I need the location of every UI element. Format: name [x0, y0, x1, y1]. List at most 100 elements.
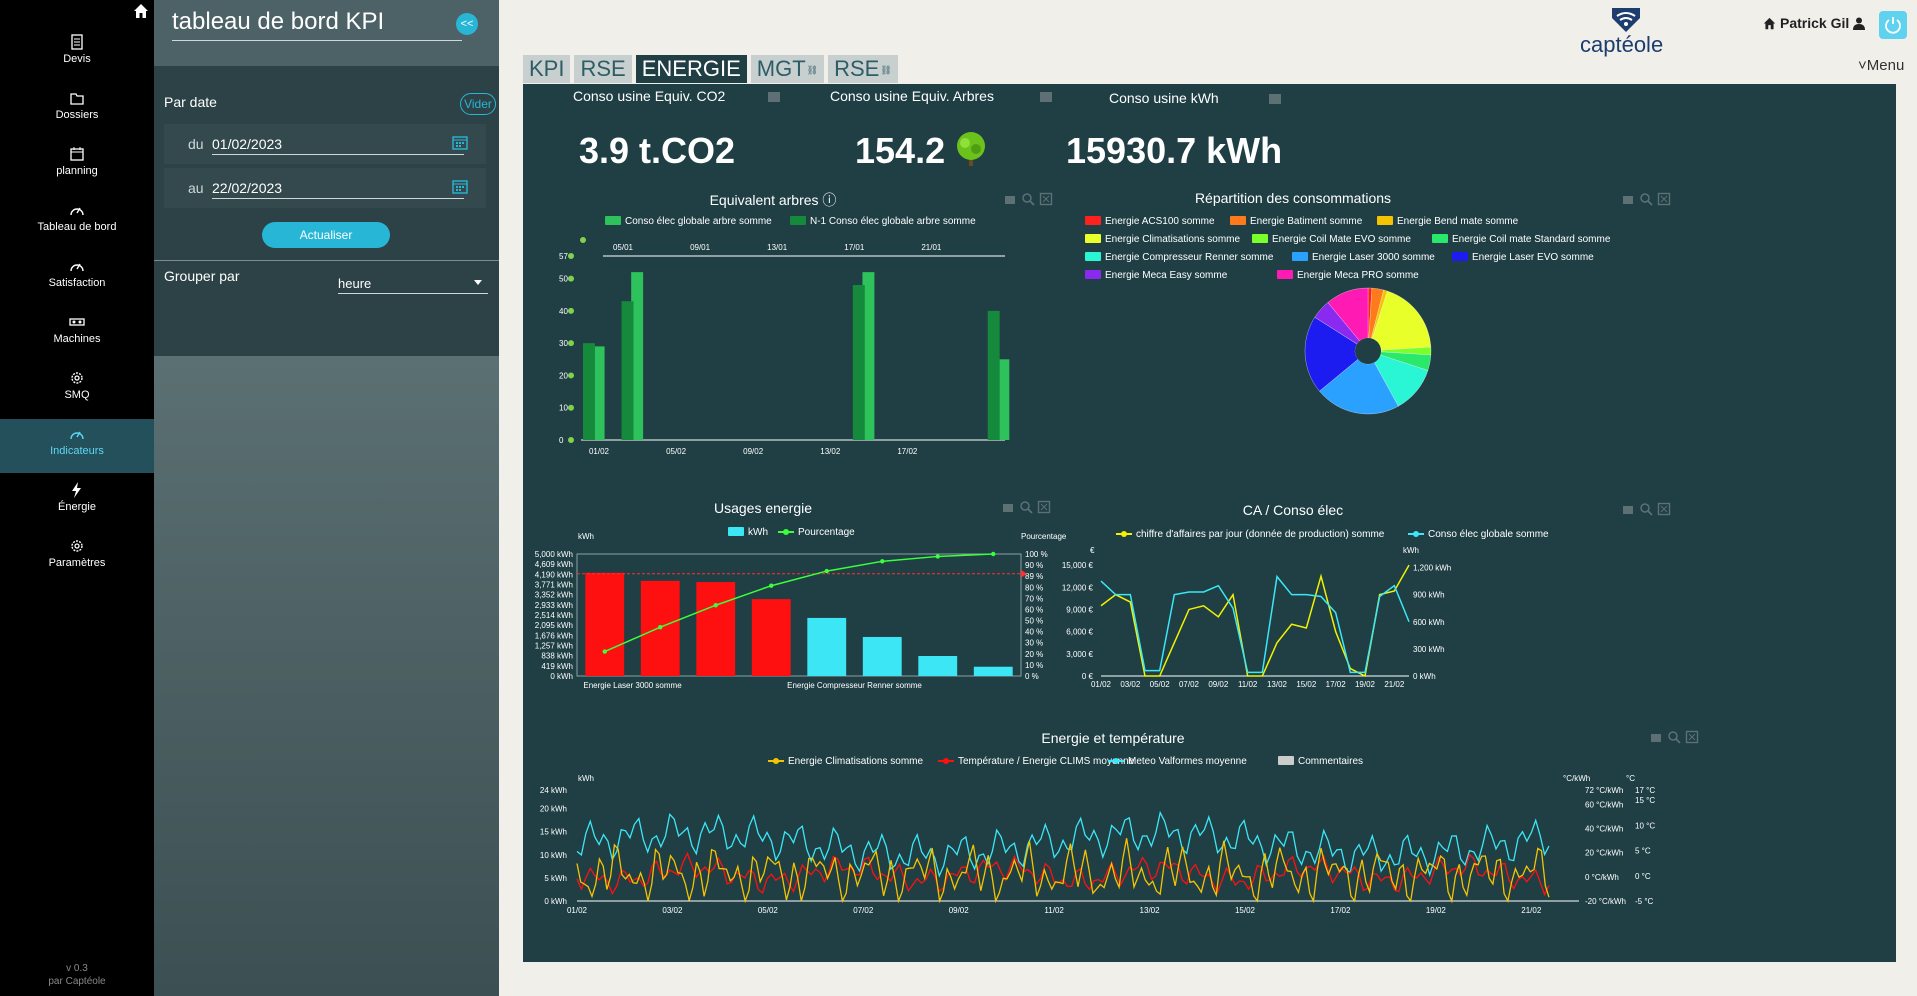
fullscreen-icon[interactable] [1039, 192, 1053, 206]
tab-label: KPI [529, 56, 565, 81]
pie-legend-label: Energie Batiment somme [1250, 216, 1363, 227]
calendar-icon[interactable] [452, 134, 468, 150]
nav-item-smq[interactable]: SMQ [0, 363, 154, 417]
temp-legend-label: Energie Climatisations somme [788, 756, 923, 767]
zoom-icon[interactable] [1639, 502, 1653, 516]
kpi-value-kwh: 15930.7 kWh [1066, 130, 1283, 171]
nav-item-tableau-de-bord[interactable]: Tableau de bord [0, 195, 154, 249]
nav-item-label: Tableau de bord [37, 221, 117, 233]
user-menu[interactable]: Patrick Gil [1763, 15, 1866, 31]
usages-bar [862, 636, 902, 676]
temp-y-tick: 10 kWh [540, 851, 567, 860]
folder-icon [70, 93, 84, 105]
collapse-panel-button[interactable]: << [456, 13, 478, 35]
temp-x-tick: 19/02 [1426, 906, 1447, 915]
menu-link[interactable]: ˅Menu [1858, 57, 1905, 74]
trees-bar [997, 359, 1010, 440]
panel-title: tableau de bord KPI [172, 8, 385, 35]
refresh-button[interactable]: Actualiser [262, 222, 390, 248]
date-from-input[interactable]: 01/02/2023 [212, 136, 464, 155]
kpi-title-kwh: Conso usine kWh [1109, 90, 1219, 106]
group-by-select[interactable]: heure [338, 276, 488, 294]
home-icon[interactable] [133, 3, 149, 19]
tab-rse-2[interactable]: RSE⛓ [828, 55, 898, 83]
export-icon[interactable] [1269, 94, 1281, 104]
pie-legend-swatch [1452, 252, 1468, 261]
fullscreen-icon[interactable] [1037, 500, 1051, 514]
temp-y2-tick: 0 °C/kWh [1585, 873, 1619, 882]
usages-bar [807, 617, 847, 676]
tree-icon [568, 437, 574, 443]
export-icon[interactable] [1040, 92, 1052, 102]
nav-item-devis[interactable]: Devis [0, 27, 154, 81]
nav-item-indicateurs[interactable]: Indicateurs [0, 419, 154, 473]
tree-icon [568, 372, 574, 379]
fullscreen-icon[interactable] [1657, 192, 1671, 206]
tab-mgt[interactable]: MGT⛓ [750, 55, 825, 83]
temp-y2-tick: 40 °C/kWh [1585, 825, 1623, 834]
usages-x-tick: Energie Compresseur Renner somme [787, 681, 922, 690]
zoom-icon[interactable] [1639, 192, 1653, 206]
tab-energie[interactable]: ENERGIE [635, 55, 747, 83]
temp-y2-label: °C/kWh [1563, 774, 1590, 783]
export-icon[interactable] [1649, 730, 1663, 744]
usages-y2-tick: 100 % [1025, 550, 1048, 559]
export-icon[interactable] [1621, 192, 1635, 206]
usages-y2-tick: 20 % [1025, 650, 1043, 659]
nav-item-dossiers[interactable]: Dossiers [0, 83, 154, 137]
tab-kpi[interactable]: KPI [523, 55, 571, 83]
chart-toolbar [1621, 192, 1671, 206]
usages-bar [973, 666, 1013, 676]
usages-percent-line [604, 553, 994, 653]
zoom-icon[interactable] [1021, 192, 1035, 206]
trees-x-tick: 01/02 [589, 447, 610, 456]
temp-x-tick: 03/02 [662, 906, 683, 915]
nav-item-machines[interactable]: Machines [0, 307, 154, 361]
export-icon[interactable] [1003, 192, 1017, 206]
chart-title-text: Equivalent arbres [709, 192, 819, 208]
power-icon [1885, 17, 1901, 34]
temp-legend-swatch [773, 758, 779, 764]
ca-y2-tick: 600 kWh [1413, 618, 1445, 627]
logout-button[interactable] [1879, 11, 1907, 39]
pie-slice [1304, 317, 1359, 392]
pie-legend-label: Energie Bend mate somme [1397, 216, 1519, 227]
brand-logo[interactable]: captéole [1580, 32, 1664, 57]
usages-legend-swatch [783, 529, 789, 535]
calendar-icon[interactable] [452, 178, 468, 194]
nav-item-satisfaction[interactable]: Satisfaction [0, 251, 154, 305]
nav-item-label: Dossiers [55, 109, 99, 121]
nav-item-planning[interactable]: planning [0, 139, 154, 193]
trees-x-top-tick: 21/01 [921, 243, 942, 252]
chart-title-temperature: Energie et température [1041, 730, 1185, 746]
export-icon[interactable] [1001, 500, 1015, 514]
clear-button[interactable]: Vider [460, 93, 496, 115]
trees-bar [621, 301, 634, 440]
version-label: v 0.3 [66, 963, 88, 974]
pie-legend-swatch [1085, 270, 1101, 279]
filter-body: Par date Vider du 01/02/2023 au 22/02/20… [154, 66, 499, 356]
temp-y-tick: 5 kWh [544, 874, 567, 883]
help-icon[interactable]: ⓘ [822, 192, 837, 208]
nav-item--nergie[interactable]: Énergie [0, 475, 154, 529]
tab-rse[interactable]: RSE [574, 55, 632, 83]
nav-item-label: Satisfaction [48, 277, 106, 289]
tab-label: RSE [580, 56, 626, 81]
usages-y-tick: 3,771 kWh [535, 581, 573, 590]
tree-icon [568, 340, 574, 347]
zoom-icon[interactable] [1019, 500, 1033, 514]
date-to-input[interactable]: 22/02/2023 [212, 180, 464, 199]
temp-y3-tick: 10 °C [1635, 821, 1655, 830]
pie-slice [1380, 351, 1432, 371]
export-icon[interactable] [1621, 502, 1635, 516]
fullscreen-icon[interactable] [1685, 730, 1699, 744]
trees-legend-label: Conso élec globale arbre somme [625, 216, 772, 227]
trees-bar [862, 272, 875, 440]
pie-slice [1380, 346, 1432, 356]
pie-legend-swatch [1277, 270, 1293, 279]
fullscreen-icon[interactable] [1657, 502, 1671, 516]
zoom-icon[interactable] [1667, 730, 1681, 744]
nav-item-param-tres[interactable]: Paramètres [0, 531, 154, 585]
export-icon[interactable] [768, 92, 780, 102]
usages-bar [751, 599, 791, 676]
